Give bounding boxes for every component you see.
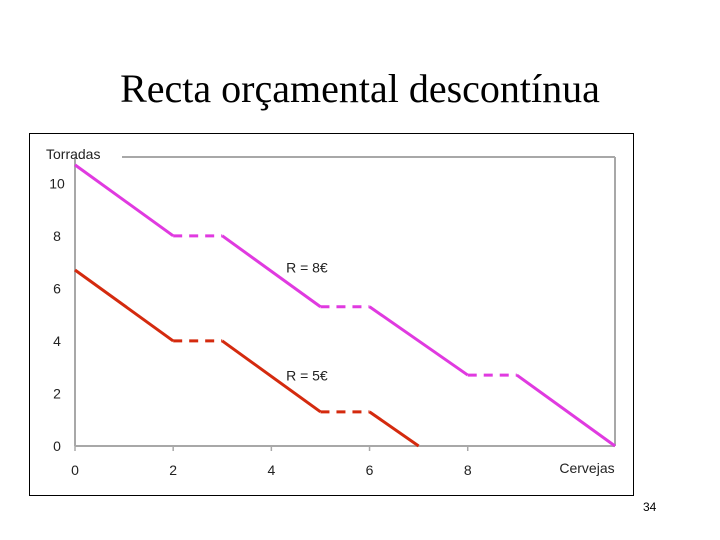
y-tick-label: 10 <box>49 175 65 191</box>
slide-title: Recta orçamental descontínua <box>120 66 600 111</box>
x-tick-label: 4 <box>267 462 275 478</box>
x-tick-label: 2 <box>169 462 177 478</box>
y-tick-label: 4 <box>53 333 61 349</box>
x-tick-label: 6 <box>366 462 374 478</box>
y-tick-label: 2 <box>53 385 61 401</box>
x-tick-label: 8 <box>464 462 472 478</box>
y-tick-label: 0 <box>53 438 61 454</box>
series-1-segment-solid <box>221 339 322 414</box>
series-annotation-label: R = 8€ <box>286 260 328 276</box>
series-0-segment-solid <box>515 373 616 448</box>
series-0-segment-solid <box>74 163 175 238</box>
series-annotation-label: R = 5€ <box>286 367 328 383</box>
y-tick-label: 8 <box>53 228 61 244</box>
series-0-segment-solid <box>221 234 322 308</box>
series-1-segment-solid <box>74 268 175 343</box>
budget-line-chart: 0 2 4 6 8 0 2 4 6 8 10 Torradas Cervejas R = 8€ R = 5€ <box>46 146 616 478</box>
y-tick-label: 6 <box>53 280 61 296</box>
y-axis-title: Torradas <box>46 146 100 162</box>
x-axis-title: Cervejas <box>559 460 614 476</box>
series-0-segment-solid <box>368 305 469 377</box>
page-number: 34 <box>643 500 657 514</box>
series-1-segment-solid <box>368 410 420 448</box>
chart-frame: 0 2 4 6 8 0 2 4 6 8 10 Torradas Cervejas R = 8€ R = 5€ <box>29 133 634 496</box>
x-tick-label: 0 <box>71 462 79 478</box>
